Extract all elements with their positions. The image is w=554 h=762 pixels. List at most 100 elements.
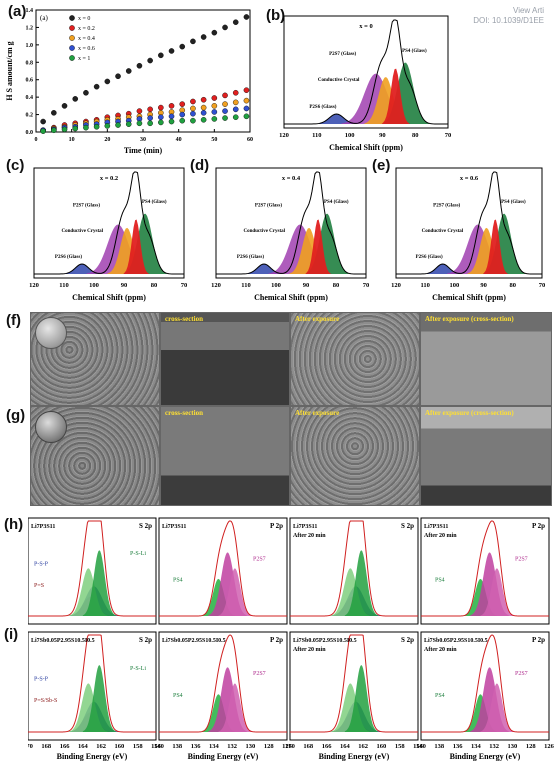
xps-tick-label: 168 — [303, 743, 314, 750]
data-point — [200, 96, 207, 103]
nmr-chart-d: 120 110 100 90 80 70 Chemical Shift (ppm) x = 0… — [211, 167, 369, 302]
data-point — [211, 116, 218, 122]
nmr-label-p2s7: P2S7 (Glass) — [73, 204, 100, 209]
xps-label-p2s7: P2S7 — [515, 671, 528, 677]
xps-label-ps4: PS4 — [435, 693, 445, 699]
xps-tick-label: 166 — [60, 743, 70, 750]
nmr-title: x = 0.4 — [282, 175, 301, 182]
y-axis-label: H S amount/cm g — [5, 41, 14, 100]
peak-ps4 — [381, 68, 410, 124]
xps-tick-label: 128 — [264, 743, 275, 750]
xps-envelope — [28, 520, 156, 617]
xps-label-ps: P=S/Sb-S — [34, 698, 57, 704]
legend-marker — [69, 25, 75, 31]
xps-label-psli: P-S-Li — [130, 551, 146, 557]
x-tick-label: 50 — [211, 137, 217, 143]
data-point — [40, 128, 46, 134]
xps-tick-label: 170 — [28, 743, 33, 750]
peak-ps4 — [305, 219, 331, 274]
data-point — [232, 99, 239, 106]
xps-label-ps4: PS4 — [173, 578, 183, 584]
data-point — [200, 104, 207, 111]
h2s-chart-plot: 0 10 20 30 40 50 60 0.0 0.2 0.4 0.6 0.8 1.0 1.2 1.4 Tim… — [5, 8, 253, 155]
xps-row-h: Li7P3S11 S 2p P-S-P P-S-Li P=S Li7P3S11 P 2p PS… — [28, 517, 550, 625]
data-point — [104, 78, 111, 85]
data-point — [158, 114, 164, 120]
nmr-tick-label: 120 — [211, 282, 221, 289]
sem-f-caption-3: After exposure — [295, 315, 340, 323]
doi-text: DOI: 10.1039/D1EE — [473, 16, 544, 25]
peak-p2s6 — [62, 264, 102, 274]
data-point — [147, 120, 153, 127]
y-tick-label: 0.0 — [26, 130, 34, 136]
xps-tick-label: 126 — [544, 743, 554, 750]
data-point — [168, 118, 175, 125]
nmr-tick-label: 80 — [510, 282, 517, 289]
nmr-frame — [215, 167, 367, 279]
data-point — [136, 108, 143, 114]
data-point — [83, 89, 89, 96]
data-point — [179, 101, 186, 107]
xps-tick-label: 138 — [434, 743, 445, 750]
xps-envelope — [421, 634, 549, 733]
nmr-title: x = 0.2 — [100, 175, 118, 182]
legend-marker — [69, 15, 75, 21]
xps-envelope — [159, 634, 287, 733]
plot-frame — [35, 9, 251, 133]
data-point — [147, 57, 153, 64]
data-point — [232, 19, 239, 26]
data-point — [190, 110, 196, 117]
panel-label-a: (a) — [8, 3, 27, 20]
legend-marker — [69, 55, 75, 61]
h2s-chart: 0 10 20 30 40 50 60 0.0 0.2 0.4 0.6 0.8 1.0 1.2 1.4 Tim… — [5, 8, 253, 155]
data-point — [243, 105, 250, 112]
y-tick-label: 0.2 — [26, 113, 34, 119]
view-article-link[interactable]: View Arti — [513, 6, 544, 15]
data-point — [147, 115, 153, 121]
xps-core: P 2p — [270, 636, 283, 644]
xps-tick-label: 162 — [96, 743, 106, 750]
data-point — [200, 110, 207, 116]
nmr-envelope — [284, 19, 448, 125]
xps-core: S 2p — [139, 522, 152, 530]
xps-sample: Li7P3S11 — [293, 524, 317, 530]
nmr-frame — [283, 15, 449, 129]
data-point — [168, 48, 175, 54]
nmr-tick-label: 100 — [271, 282, 281, 289]
xps-label-psp: P-S-P — [34, 562, 49, 568]
peak-p2s7-2 — [218, 568, 252, 616]
panel-label-c: (c) — [6, 157, 25, 174]
nmr-tick-label: 90 — [379, 132, 386, 139]
data-point — [243, 113, 250, 120]
nmr-tick-label: 110 — [420, 282, 429, 289]
data-point — [190, 38, 196, 45]
y-tick-label: 0.6 — [26, 78, 34, 84]
xps-tick-label: 132 — [489, 743, 499, 750]
sem-f-caption-4: After exposure (cross-section) — [425, 315, 514, 323]
legend-marker — [69, 45, 75, 51]
data-point — [93, 123, 100, 130]
xps-tick-label: 158 — [395, 743, 406, 750]
nmr-tick-label: 90 — [121, 282, 128, 289]
nmr-chart-b: 120 110 100 90 80 70 Chemical Shift (ppm) x = 0… — [279, 15, 451, 152]
xps-label-psli: P-S-Li — [130, 666, 146, 672]
legend-label: x = 0 — [78, 16, 90, 22]
data-point — [243, 97, 250, 104]
xps-row-i: Li7Sb0.05P2.95S10.5I0.5 S 2p P-S-P P-S-Li P=… — [28, 631, 554, 761]
y-tick-label: 0.4 — [26, 95, 34, 101]
nmr-label-cc: Conductive Crystal — [318, 78, 360, 83]
xps-tick-label: 166 — [322, 743, 333, 750]
xps-x-label: Binding Energy (eV) — [188, 752, 259, 761]
nmr-tick-label: 70 — [539, 282, 546, 289]
sem-f-surface — [30, 312, 160, 406]
nmr-label-p2s7: P2S7 (Glass) — [329, 52, 356, 57]
data-point — [243, 87, 250, 93]
data-point — [61, 103, 68, 109]
sem-g-caption-4: After exposure (cross-section) — [425, 409, 514, 417]
data-point — [147, 106, 153, 113]
xps-envelope — [159, 520, 287, 617]
nmr-tick-label: 120 — [391, 282, 401, 289]
xps-label-ps4: PS4 — [173, 693, 183, 699]
nmr-label-ps4: PS4 (Glass) — [324, 200, 349, 205]
legend-label: x = 0.2 — [78, 26, 95, 32]
